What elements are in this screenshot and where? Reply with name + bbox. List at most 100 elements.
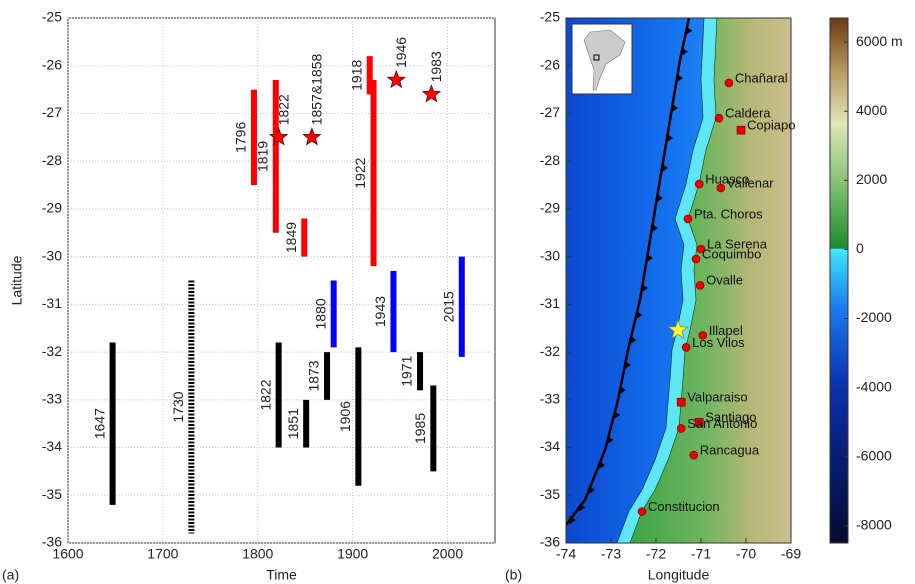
city-marker (676, 424, 686, 433)
plot-frame (67, 17, 496, 544)
y-tick-label: -25 (42, 9, 62, 25)
x-tick-label: -70 (736, 546, 756, 562)
y-tick-label: -28 (42, 152, 62, 168)
trench-tooth (647, 254, 653, 262)
trench-tooth (662, 164, 668, 172)
city-label: Valparaiso (687, 390, 747, 405)
trench-tooth (569, 516, 576, 524)
y-tick-label: -33 (42, 391, 62, 407)
y-tick-label: -26 (540, 56, 560, 72)
map-background (566, 18, 791, 543)
city-marker (689, 450, 699, 460)
colorbar (829, 17, 849, 544)
trench-tooth (642, 284, 648, 292)
city-label: La Serena (707, 236, 768, 251)
rupture-label: 1906 (337, 401, 353, 432)
trench-tooth (614, 411, 621, 419)
colorbar-tick-label: 2000 (856, 171, 887, 187)
x-axis-label: Time (266, 567, 297, 583)
rupture-label: 2015 (440, 291, 456, 322)
city-marker (736, 125, 746, 135)
trench-tooth (677, 74, 683, 82)
city-marker (694, 179, 704, 189)
y-tick-label: -31 (42, 295, 62, 311)
city-marker (637, 507, 647, 516)
panel-label: (a) (2, 567, 19, 583)
star-marker (269, 127, 289, 146)
city-marker (716, 183, 726, 193)
y-tick-label: -33 (540, 391, 560, 407)
rupture-label: 1943 (372, 296, 388, 327)
y-tick-label: -36 (42, 534, 62, 550)
trench-tooth (599, 461, 605, 469)
rupture-label: 1647 (91, 408, 107, 439)
y-axis-label: Latitude (9, 255, 25, 305)
city-label: Vallenar (727, 175, 774, 190)
x-tick-label: -72 (646, 546, 666, 562)
trench-tooth (620, 386, 626, 394)
y-tick-label: -27 (540, 104, 560, 120)
city-marker (676, 397, 686, 407)
rupture-label: 1851 (285, 408, 301, 439)
y-tick-label: -35 (540, 486, 560, 502)
colorbar-tick-label: -8000 (856, 516, 892, 532)
city-label: Pta. Choros (694, 206, 763, 221)
city-marker (724, 78, 734, 88)
colorbar-tick-label: -6000 (856, 447, 892, 463)
trench-tooth (652, 224, 658, 232)
y-tick-label: -34 (42, 438, 62, 454)
map-frame (565, 17, 792, 544)
city-label: Ovalle (706, 273, 743, 288)
star-marker (421, 84, 442, 103)
trench-tooth (625, 361, 631, 369)
x-tick-label: 1900 (337, 546, 368, 562)
city-label: Caldera (725, 106, 771, 121)
panel-a: 1600 1700 1800 1900 2000 -36 -35 -34 -33 -32 -31 -3… (2, 9, 496, 583)
star-label: 1857&1858 (309, 53, 325, 125)
x-tick-label: 1700 (147, 546, 178, 562)
trench-tooth (681, 47, 688, 56)
city-label: Chañaral (735, 70, 788, 85)
y-tick-label: -36 (540, 534, 560, 550)
rupture-label: 1873 (306, 360, 322, 391)
rupture-label: 1796 (233, 122, 249, 153)
city-label: Huasco (705, 172, 749, 187)
trench-tooth (630, 336, 637, 344)
x-tick-label: -71 (691, 546, 711, 562)
city-label: Santiago (705, 410, 756, 425)
trench-tooth (667, 134, 673, 142)
x-tick-label: -74 (556, 546, 576, 562)
city-label: San Antonio (687, 416, 757, 431)
city-marker (691, 254, 701, 264)
city-label: Copiapo (747, 118, 795, 133)
panel-label: (b) (505, 567, 522, 583)
y-tick-label: -30 (42, 247, 62, 263)
star-marker (302, 127, 322, 146)
y-tick-label: -27 (42, 104, 62, 120)
x-tick-label: 1600 (52, 546, 83, 562)
epicenter-marker (667, 318, 689, 340)
city-marker (683, 214, 693, 224)
x-axis-label: Longitude (648, 567, 710, 583)
city-marker (681, 343, 691, 352)
star-label: 1822 (275, 94, 291, 125)
trench-tooth (636, 311, 643, 319)
inset-map (571, 23, 633, 95)
rupture-label: 1822 (257, 379, 273, 410)
city-marker (696, 244, 706, 254)
y-tick-label: -32 (540, 343, 560, 359)
trench-teeth (569, 26, 693, 524)
y-tick-label: -34 (540, 438, 560, 454)
x-tick-label: -69 (781, 546, 801, 562)
city-label: Illapel (709, 323, 743, 338)
y-tick-label: -26 (42, 56, 62, 72)
y-tick-label: -30 (540, 247, 560, 263)
rupture-label: 1849 (283, 222, 299, 253)
y-tick-label: -29 (540, 200, 560, 216)
x-tick-label: 1800 (242, 546, 273, 562)
y-tick-label: -29 (42, 200, 62, 216)
y-tick-label: -25 (540, 9, 560, 25)
y-tick-label: -35 (42, 486, 62, 502)
